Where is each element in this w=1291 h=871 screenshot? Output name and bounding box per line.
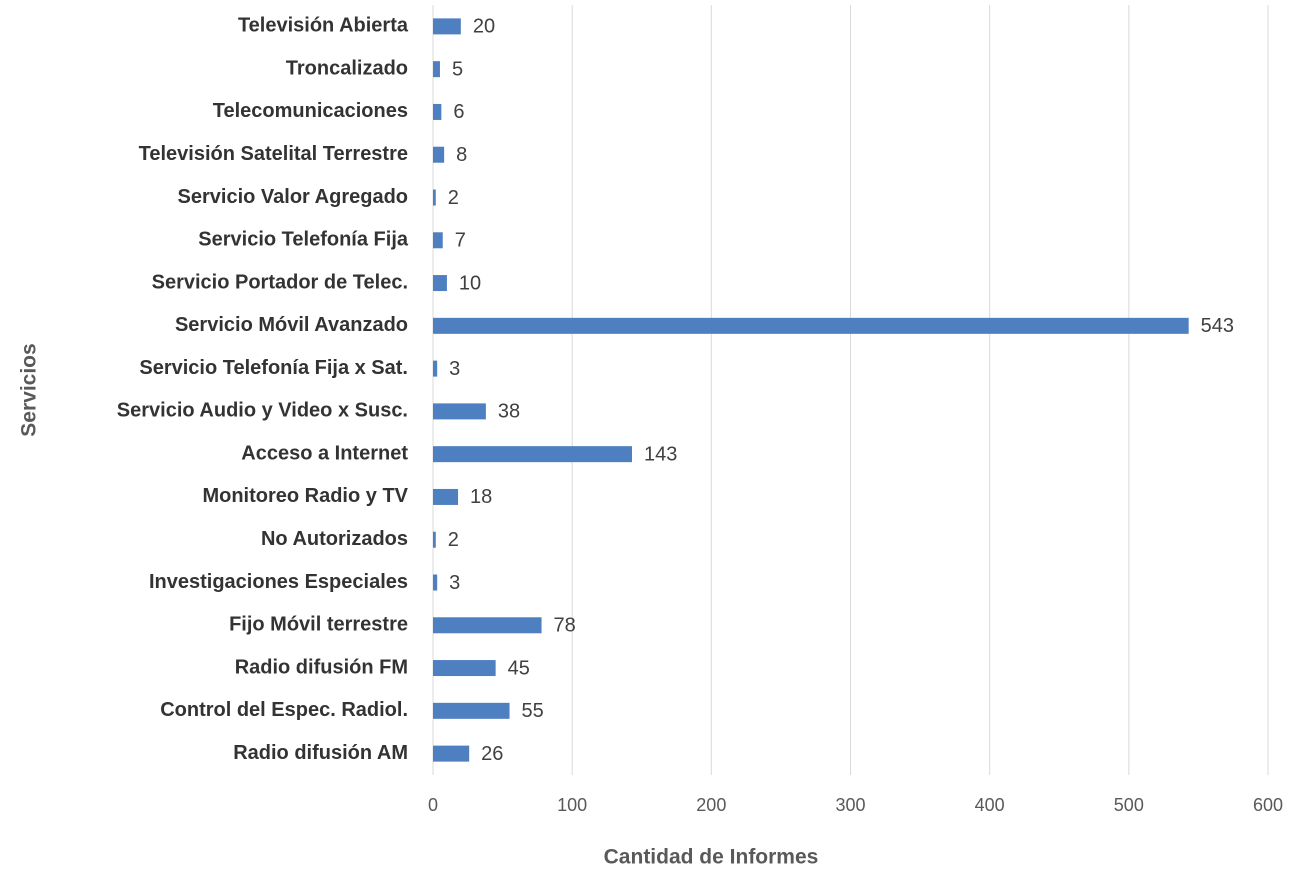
- bar: [433, 617, 542, 634]
- bar: [433, 61, 440, 78]
- bar: [433, 702, 510, 719]
- y-tick-label: Servicio Móvil Avanzado: [175, 314, 408, 336]
- y-tick-label: Acceso a Internet: [241, 442, 408, 464]
- y-tick-label: Servicio Portador de Telec.: [152, 271, 408, 293]
- data-label: 55: [522, 700, 544, 722]
- x-tick-label: 500: [1114, 795, 1144, 815]
- data-label: 3: [449, 358, 460, 380]
- bar: [433, 360, 438, 377]
- data-label: 10: [459, 272, 481, 294]
- bar: [433, 275, 447, 292]
- data-label: 20: [473, 16, 495, 38]
- y-tick-label: Radio difusión FM: [235, 656, 408, 678]
- y-tick-label: Troncalizado: [286, 57, 408, 79]
- x-axis-title: Cantidad de Informes: [604, 846, 819, 869]
- bar: [433, 574, 438, 591]
- y-axis-title: Servicios: [18, 343, 41, 436]
- y-tick-label: Televisión Abierta: [238, 15, 409, 37]
- y-tick-label: Control del Espec. Radiol.: [160, 699, 408, 721]
- x-tick-label: 400: [975, 795, 1005, 815]
- y-tick-label: No Autorizados: [261, 528, 408, 550]
- bar: [433, 317, 1189, 334]
- x-tick-label: 300: [835, 795, 865, 815]
- data-label: 2: [448, 529, 459, 551]
- bar: [433, 403, 486, 420]
- data-label: 45: [508, 657, 530, 679]
- bar: [433, 103, 442, 120]
- data-label: 18: [470, 486, 492, 508]
- y-tick-label: Fijo Móvil terrestre: [229, 614, 408, 636]
- bar: [433, 745, 470, 762]
- data-label: 2: [448, 187, 459, 209]
- data-label: 5: [452, 58, 463, 80]
- y-tick-label: Monitoreo Radio y TV: [202, 485, 408, 507]
- bar: [433, 232, 443, 249]
- x-tick-label: 100: [557, 795, 587, 815]
- y-tick-label: Telecomunicaciones: [213, 100, 408, 122]
- bar: [433, 488, 459, 505]
- y-tick-label: Investigaciones Especiales: [149, 571, 408, 593]
- x-tick-label: 200: [696, 795, 726, 815]
- x-tick-label: 600: [1253, 795, 1283, 815]
- y-tick-label: Televisión Satelital Terrestre: [139, 143, 408, 165]
- data-label: 3: [449, 572, 460, 594]
- data-label: 6: [453, 101, 464, 123]
- data-label: 78: [554, 615, 576, 637]
- y-tick-label: Servicio Telefonía Fija x Sat.: [139, 357, 408, 379]
- data-label: 8: [456, 144, 467, 166]
- y-tick-label: Servicio Valor Agregado: [178, 186, 408, 208]
- bar: [433, 446, 633, 463]
- data-label: 26: [481, 743, 503, 765]
- y-tick-label: Servicio Telefonía Fija: [198, 229, 409, 251]
- y-tick-label: Radio difusión AM: [233, 742, 408, 764]
- bar: [433, 660, 496, 677]
- y-tick-label: Servicio Audio y Video x Susc.: [117, 400, 408, 422]
- bar: [433, 146, 445, 163]
- data-label: 38: [498, 401, 520, 423]
- x-tick-label: 0: [428, 795, 438, 815]
- data-label: 7: [455, 230, 466, 252]
- data-label: 543: [1201, 315, 1234, 337]
- bar: [433, 189, 436, 206]
- bar: [433, 531, 436, 548]
- bar: [433, 18, 461, 35]
- data-label: 143: [644, 443, 677, 465]
